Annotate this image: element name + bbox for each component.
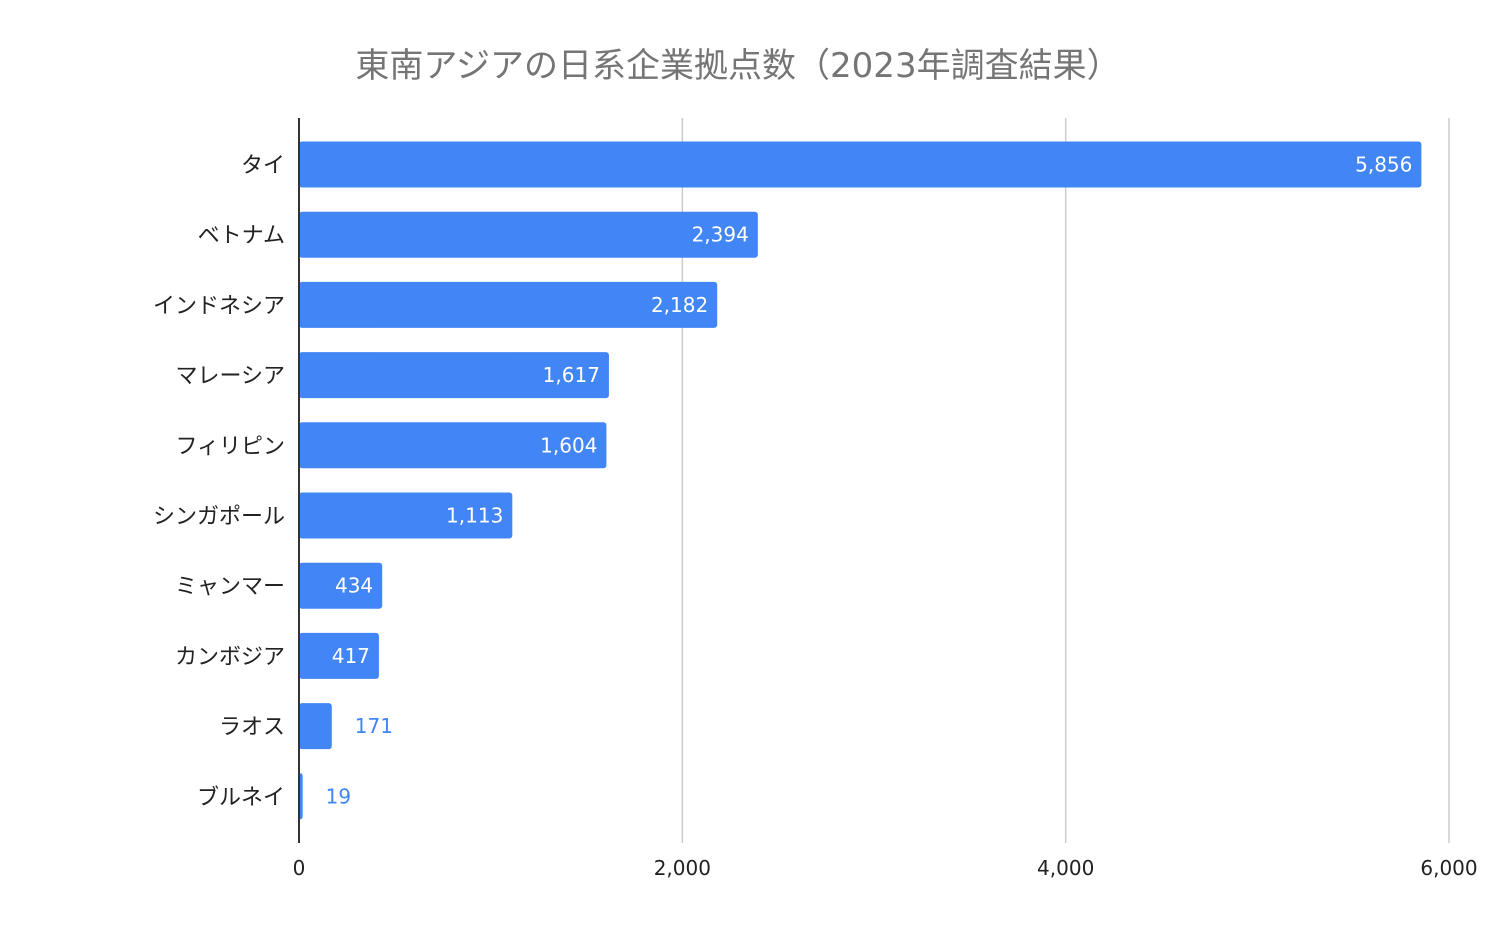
bar	[299, 281, 718, 328]
x-tick-label: 6,000	[1420, 856, 1477, 880]
x-tick-label: 0	[293, 856, 306, 880]
category-label: ブルネイ	[197, 785, 285, 810]
bars	[299, 141, 1422, 820]
gridlines	[681, 118, 1450, 843]
bar	[299, 562, 383, 609]
value-label: 417	[332, 644, 370, 668]
labels: 0 2,000 4,000 6,000 タイ 5,856 ベトナム 2,394 インドネシア 2,…	[153, 153, 1478, 881]
category-label: フィリピン	[175, 434, 285, 459]
category-label: シンガポール	[153, 505, 285, 530]
bar	[299, 632, 379, 679]
value-label: 2,394	[692, 223, 749, 247]
bar	[299, 352, 609, 399]
value-label: 5,856	[1355, 153, 1412, 177]
value-label: 1,604	[540, 433, 597, 457]
value-label: 19	[326, 784, 351, 808]
chart-title: 東南アジアの日系企業拠点数（2023年調査結果）	[355, 46, 1121, 86]
bar	[299, 211, 758, 258]
category-label: タイ	[241, 154, 285, 179]
bar	[299, 703, 332, 750]
category-label: ミャンマー	[175, 575, 285, 600]
category-label: カンボジア	[175, 645, 285, 670]
category-label: ラオス	[219, 715, 285, 740]
x-tick-label: 4,000	[1037, 856, 1094, 880]
category-label: マレーシア	[175, 364, 285, 389]
bar	[299, 492, 513, 539]
value-label: 171	[355, 714, 393, 738]
value-label: 2,182	[651, 293, 708, 317]
value-label: 1,113	[446, 504, 503, 528]
bar	[299, 141, 1422, 188]
category-label: インドネシア	[153, 294, 285, 319]
value-label: 1,617	[543, 363, 600, 387]
category-label: ベトナム	[198, 224, 285, 249]
bar	[299, 422, 607, 469]
x-tick-label: 2,000	[654, 856, 711, 880]
value-label: 434	[335, 574, 373, 598]
